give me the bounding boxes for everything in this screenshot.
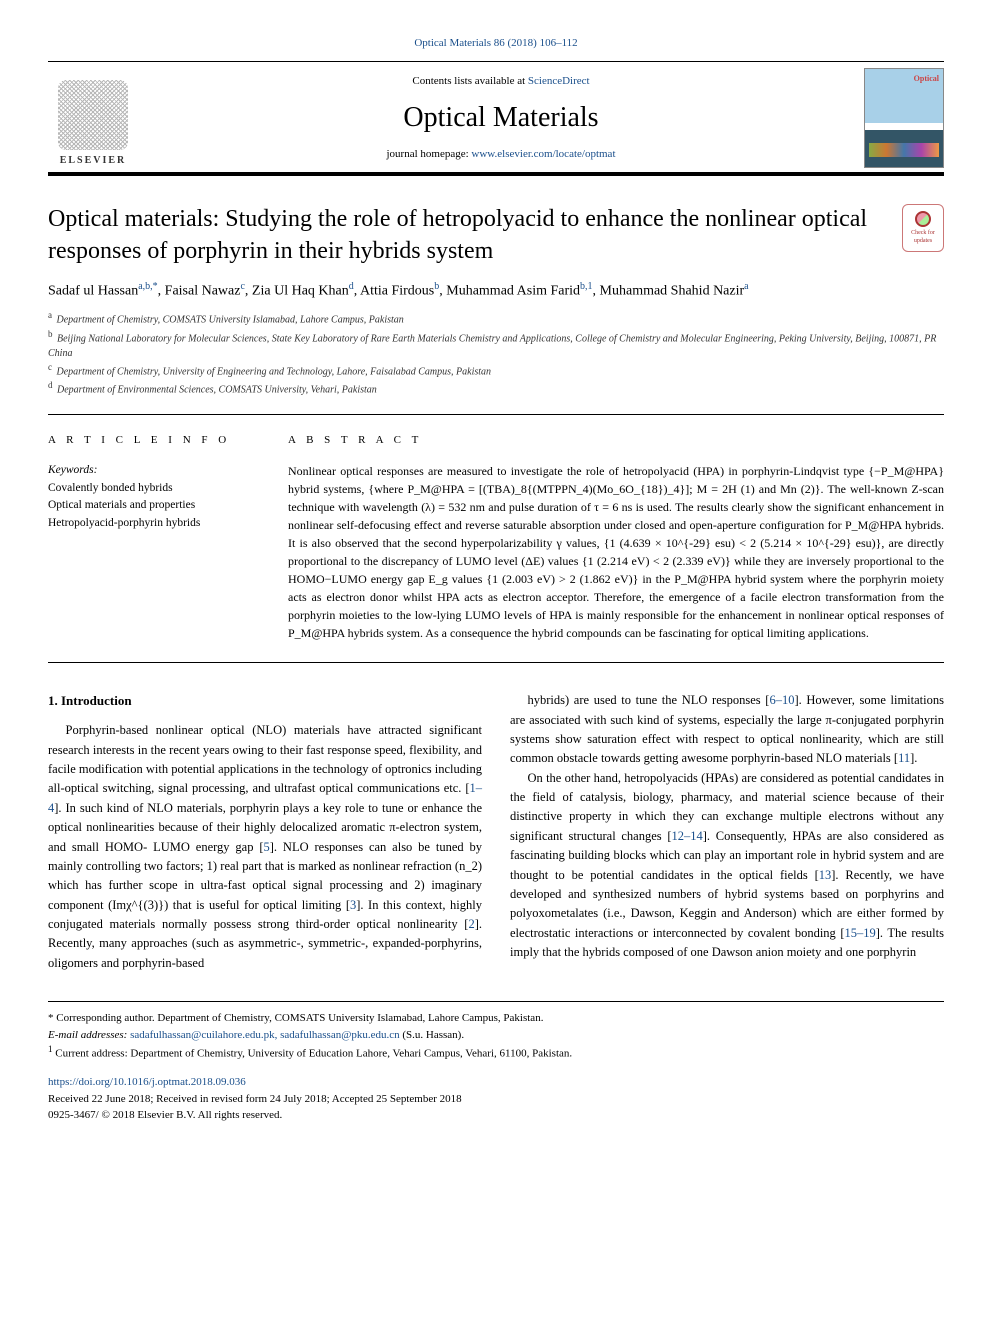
cover-strip-icon [869,143,939,157]
citation-ref[interactable]: 2 [468,917,474,931]
check-mark-icon [915,211,931,227]
sciencedirect-link[interactable]: ScienceDirect [528,75,590,87]
check-updates-badge[interactable]: Check for updates [902,204,944,252]
section-heading: 1. Introduction [48,691,482,711]
left-column: 1. Introduction Porphyrin-based nonlinea… [48,691,482,973]
journal-name: Optical Materials [138,98,864,137]
citation-ref[interactable]: 13 [819,868,832,882]
email-line: E-mail addresses: sadafulhassan@cuilahor… [48,1027,944,1044]
journal-cover-thumb [864,68,944,168]
email-label: E-mail addresses: [48,1029,130,1041]
copyright-line: 0925-3467/ © 2018 Elsevier B.V. All righ… [48,1107,944,1124]
body-paragraph: Porphyrin-based nonlinear optical (NLO) … [48,721,482,973]
check-badge-label: Check for updates [903,229,943,246]
corresponding-author: * Corresponding author. Department of Ch… [48,1010,944,1027]
citation-ref[interactable]: 3 [350,898,356,912]
received-line: Received 22 June 2018; Received in revis… [48,1091,944,1108]
keyword: Optical materials and properties [48,497,258,514]
keyword: Hetropolyacid-porphyrin hybrids [48,515,258,532]
footnotes: * Corresponding author. Department of Ch… [48,1001,944,1062]
homepage-line: journal homepage: www.elsevier.com/locat… [138,147,864,162]
contents-line: Contents lists available at ScienceDirec… [138,74,864,89]
affiliation: d Department of Environmental Sciences, … [48,379,944,397]
footnote-1-text: Current address: Department of Chemistry… [55,1048,572,1060]
homepage-link[interactable]: www.elsevier.com/locate/optmat [471,148,615,160]
citation-ref[interactable]: 5 [264,840,270,854]
article-info: A R T I C L E I N F O Keywords: Covalent… [48,433,258,642]
elsevier-label: ELSEVIER [60,154,127,168]
footnote-1: 1 Current address: Department of Chemist… [48,1043,944,1062]
abstract-head: A B S T R A C T [288,433,944,448]
affiliation: a Department of Chemistry, COMSATS Unive… [48,309,944,327]
abstract-text: Nonlinear optical responses are measured… [288,462,944,642]
homepage-prefix: journal homepage: [387,148,472,160]
body-columns: 1. Introduction Porphyrin-based nonlinea… [48,691,944,973]
article-title: Optical materials: Studying the role of … [48,204,882,266]
journal-header: ELSEVIER Contents lists available at Sci… [48,61,944,176]
contents-prefix: Contents lists available at [412,75,527,87]
footer: https://doi.org/10.1016/j.optmat.2018.09… [48,1074,944,1124]
abstract: A B S T R A C T Nonlinear optical respon… [288,433,944,642]
affiliation: c Department of Chemistry, University of… [48,361,944,379]
article-info-head: A R T I C L E I N F O [48,433,258,448]
authors: Sadaf ul Hassana,b,*, Faisal Nawazc, Zia… [48,279,944,302]
citation-ref[interactable]: 1–4 [48,781,482,814]
affiliations: a Department of Chemistry, COMSATS Unive… [48,309,944,397]
elsevier-tree-icon [58,80,128,150]
citation-ref[interactable]: 12–14 [672,829,703,843]
citation-ref[interactable]: 6–10 [769,693,794,707]
elsevier-logo: ELSEVIER [48,68,138,168]
email-suffix: (S.u. Hassan). [400,1029,464,1041]
doi-link[interactable]: https://doi.org/10.1016/j.optmat.2018.09… [48,1076,246,1088]
body-paragraph: On the other hand, hetropolyacids (HPAs)… [510,769,944,963]
citation-ref[interactable]: 15–19 [845,926,876,940]
body-paragraph: hybrids) are used to tune the NLO respon… [510,691,944,769]
keywords-head: Keywords: [48,462,258,478]
right-column: hybrids) are used to tune the NLO respon… [510,691,944,973]
top-citation-link[interactable]: Optical Materials 86 (2018) 106–112 [414,37,577,49]
affiliation: b Beijing National Laboratory for Molecu… [48,328,944,361]
top-citation: Optical Materials 86 (2018) 106–112 [48,36,944,51]
email-link[interactable]: sadafulhassan@cuilahore.edu.pk, sadafulh… [130,1029,400,1041]
citation-ref[interactable]: 11 [898,751,910,765]
keyword: Covalently bonded hybrids [48,480,258,497]
